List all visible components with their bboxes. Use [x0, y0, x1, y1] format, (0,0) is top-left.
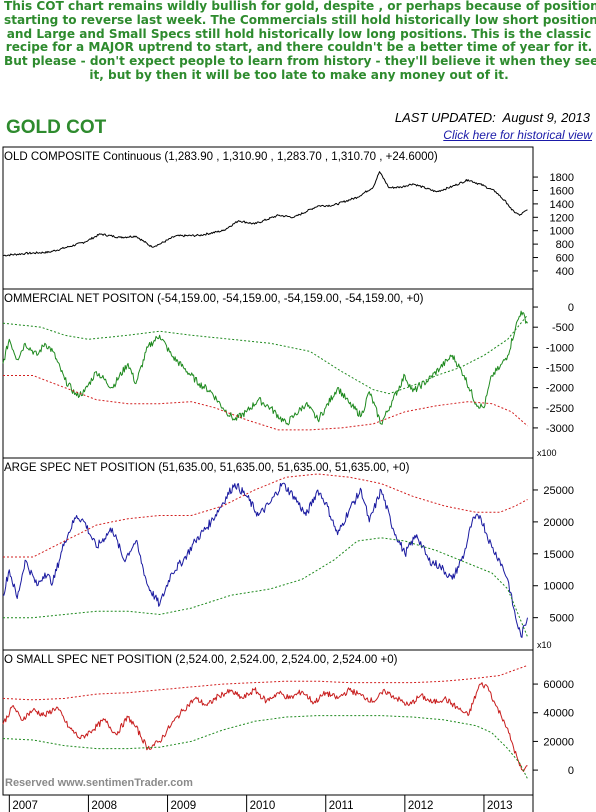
y-tick-label: 0: [568, 765, 574, 777]
y-tick-label: 15000: [543, 549, 574, 561]
series-line-gold: [2, 171, 528, 257]
y-tick-label: -1000: [546, 342, 574, 354]
y-tick-label: 1000: [550, 226, 574, 238]
commentary-line: This COT chart remains wildly bullish fo…: [4, 0, 596, 13]
y-tick-label: 20000: [543, 736, 574, 748]
panel-frame-large: [2, 457, 534, 651]
band-line-commercial-2: [3, 375, 528, 431]
y-tick-label: 0: [568, 302, 574, 314]
band-line-commercial-1: [2, 314, 528, 395]
panel-frame-gold: [2, 146, 534, 290]
y-tick-label: 1400: [550, 199, 574, 211]
y-tick-label: 10000: [543, 581, 574, 593]
x-tick-label: 2012: [408, 800, 434, 812]
y-tick-label: -3000: [546, 423, 574, 435]
commentary-line: recipe for a MAJOR uptrend to start, and…: [5, 40, 593, 55]
x-tick-label: 2008: [91, 800, 117, 812]
commentary-text: This COT chart remains wildly bullish fo…: [4, 0, 596, 83]
y-tick-label: 40000: [543, 708, 574, 720]
y-tick-label: 20000: [543, 517, 574, 529]
band-line-small-2: [2, 715, 528, 779]
y-tick-label: 800: [556, 239, 574, 251]
watermark-text: Reserved www.sentimenTrader.com: [5, 777, 193, 789]
y-tick-label: -1500: [546, 362, 574, 374]
scale-multiplier-label: x10: [537, 640, 552, 650]
panel-label-large: ARGE SPEC NET POSITION (51,635.00, 51,63…: [4, 462, 410, 474]
y-tick-label: 1200: [550, 212, 574, 224]
y-tick-label: 400: [556, 266, 574, 278]
y-tick-label: -2500: [546, 403, 574, 415]
y-tick-label: -500: [552, 322, 574, 334]
y-tick-label: 25000: [543, 485, 574, 497]
band-line-large-2: [3, 537, 528, 637]
last-updated-label: LAST UPDATED: August 9, 2013: [394, 110, 590, 125]
y-tick-label: 60000: [543, 679, 574, 691]
commentary-line: and Large and Small Specs still hold his…: [6, 26, 592, 41]
y-tick-label: 5000: [550, 613, 574, 625]
commentary-line: But please - don't expect people to lear…: [4, 54, 596, 69]
x-tick-label: 2011: [329, 800, 354, 812]
commentary-line: it, but by then it will be too late to m…: [89, 67, 509, 82]
series-line-small: [2, 682, 528, 772]
scale-multiplier-label: x100: [537, 448, 557, 458]
band-line-large-1: [3, 473, 528, 558]
x-tick-label: 2009: [171, 800, 197, 812]
panel-label-gold: OLD COMPOSITE Continuous (1,283.90 , 1,3…: [4, 151, 438, 163]
chart-title: GOLD COT: [6, 117, 107, 138]
series-line-commercial: [2, 310, 528, 426]
x-tick-label: 2007: [12, 800, 38, 812]
y-tick-label: -2000: [546, 383, 574, 395]
y-tick-label: 1800: [550, 172, 574, 184]
historical-view-link[interactable]: Click here for historical view: [443, 128, 592, 142]
panel-label-commercial: OMMERCIAL NET POSITON (-54,159.00, -54,1…: [4, 293, 424, 305]
panel-frame-commercial: [2, 288, 534, 459]
x-tick-label: 2010: [250, 800, 276, 812]
commentary-line: starting to reverse last week. The Comme…: [4, 12, 596, 27]
x-tick-label: 2013: [487, 800, 513, 812]
y-tick-label: 600: [556, 253, 574, 265]
y-tick-label: 1600: [550, 185, 574, 197]
band-line-small-1: [2, 664, 528, 701]
panel-label-small: O SMALL SPEC NET POSITION (2,524.00, 2,5…: [4, 654, 398, 666]
panel-frame-small: [2, 649, 534, 796]
series-line-large: [3, 482, 528, 638]
